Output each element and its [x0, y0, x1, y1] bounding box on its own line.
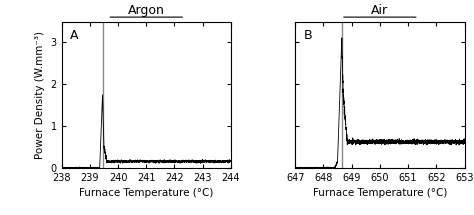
Y-axis label: Power Density (W.mm⁻³): Power Density (W.mm⁻³) — [35, 31, 45, 159]
Text: B: B — [304, 29, 312, 42]
X-axis label: Furnace Temperature (°C): Furnace Temperature (°C) — [313, 188, 447, 198]
Text: A: A — [70, 29, 79, 42]
Text: Air: Air — [371, 4, 388, 17]
X-axis label: Furnace Temperature (°C): Furnace Temperature (°C) — [79, 188, 213, 198]
Text: Argon: Argon — [128, 4, 164, 17]
